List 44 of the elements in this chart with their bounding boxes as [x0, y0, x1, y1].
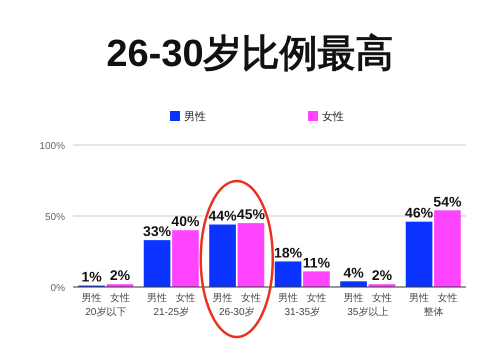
x-tick-label: 26-30岁 [218, 306, 255, 318]
data-label: 44% [208, 208, 238, 224]
x-tick-label: 整体 [423, 306, 444, 318]
legend-label: 男性 [184, 111, 206, 123]
legend-label: 女性 [322, 111, 344, 123]
x-tick-label: 31-35岁 [284, 306, 320, 318]
text: 男性 [344, 293, 364, 304]
text: 女性 [240, 293, 261, 304]
data-label: 11% [302, 254, 331, 270]
text: 女性 [306, 293, 326, 304]
text: 男性 [409, 293, 430, 304]
bar [406, 222, 432, 287]
chart-title: 26-30岁比例最高 [106, 32, 394, 75]
data-label: 45% [236, 206, 266, 222]
data-label: 33% [143, 223, 172, 240]
data-label: 40% [171, 213, 200, 230]
text: 男性 [147, 293, 168, 304]
data-label: 4% [343, 264, 364, 280]
x-tick-label: 21-25岁 [153, 306, 190, 318]
text: 女性 [175, 293, 196, 304]
bar [144, 240, 170, 287]
data-label: 2% [110, 267, 131, 284]
data-label: 18% [274, 244, 303, 260]
bar [238, 223, 264, 287]
data-label: 1% [81, 268, 102, 285]
y-tick-label: 50% [44, 212, 66, 223]
text: 男性 [278, 293, 298, 304]
text: 女性 [110, 293, 130, 304]
data-label: 46% [405, 204, 434, 221]
x-tick-label: 35岁以上 [347, 306, 388, 318]
text: 男性 [82, 293, 102, 304]
bar [434, 210, 461, 287]
bar [303, 271, 330, 287]
y-tick-label: 100% [39, 141, 66, 152]
data-label: 54% [433, 193, 462, 210]
x-tick-label: 20岁以下 [85, 306, 126, 318]
y-tick-label: 0% [50, 283, 66, 294]
bar [209, 224, 236, 287]
text: 女性 [372, 293, 392, 304]
text: 女性 [437, 293, 458, 304]
data-label: 2% [372, 267, 393, 284]
bar [172, 230, 199, 287]
bar [274, 261, 302, 287]
text: 男性 [212, 293, 233, 304]
